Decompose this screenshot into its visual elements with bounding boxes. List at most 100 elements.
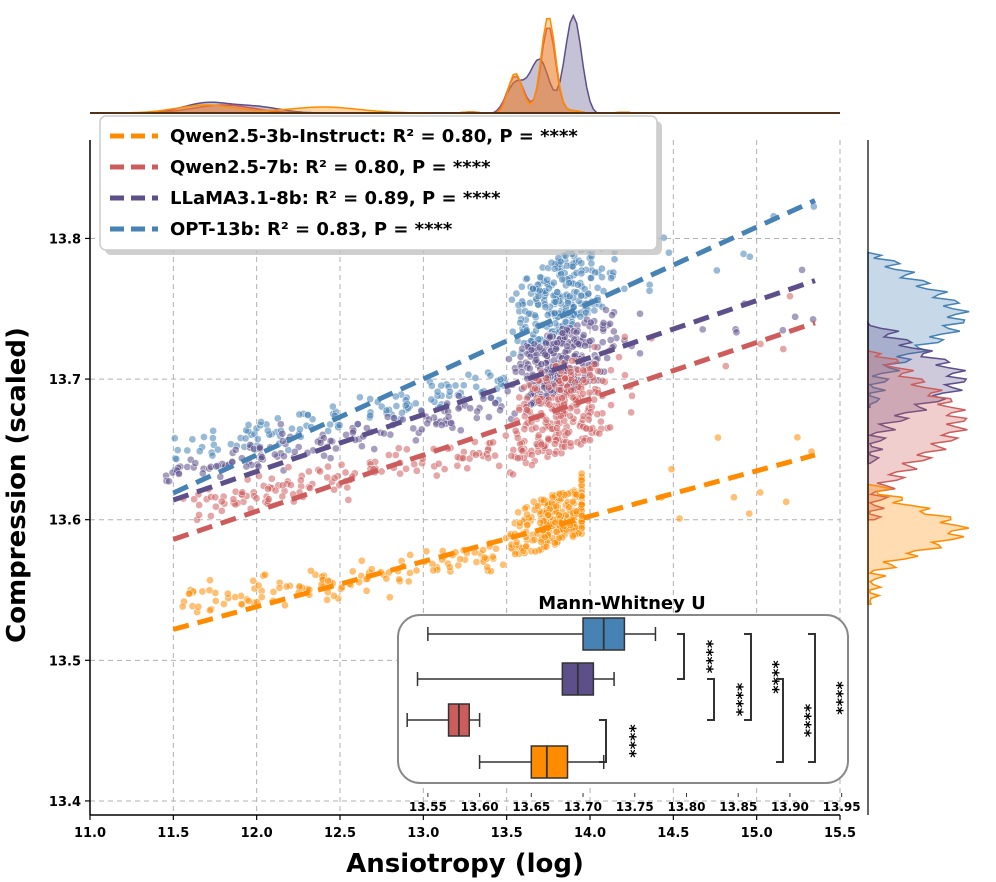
data-point (451, 381, 460, 390)
data-point (517, 282, 526, 291)
data-point (569, 531, 577, 540)
data-point (323, 596, 331, 604)
data-point (543, 311, 552, 319)
data-point (565, 503, 574, 512)
data-point (568, 262, 577, 271)
data-point (546, 332, 555, 341)
data-point (195, 501, 203, 509)
x-tick-label: 11.0 (74, 826, 106, 841)
data-point (483, 563, 492, 571)
data-point (597, 417, 605, 426)
y-tick-labels: 13.4 13.5 13.6 13.7 13.8 (49, 232, 90, 810)
data-point (511, 550, 520, 558)
data-point (398, 409, 406, 417)
data-point (566, 412, 574, 420)
data-point (446, 387, 454, 396)
top-density-#cd5c5c (90, 27, 840, 114)
data-point (306, 484, 314, 492)
data-point (598, 273, 606, 282)
boxplot-Qwen2.5-7b (406, 703, 481, 737)
data-point (573, 407, 581, 415)
data-point (520, 425, 529, 433)
data-point (563, 429, 572, 437)
data-point (486, 394, 495, 402)
data-point (516, 352, 525, 361)
data-point (514, 508, 523, 517)
data-point (513, 433, 522, 442)
data-point (561, 317, 570, 326)
data-point (523, 521, 532, 530)
inset-x-ticks: 13.55 13.60 13.65 13.70 13.75 13.80 13.85 13.90… (409, 793, 861, 814)
data-point (220, 600, 228, 608)
data-point (558, 275, 567, 284)
data-point (528, 450, 536, 459)
data-point (496, 406, 504, 415)
data-point (532, 356, 541, 364)
fit-line-Qwen2.5-7b (172, 320, 816, 542)
data-point (165, 477, 173, 486)
inset-x-tick-label: 13.55 (409, 800, 447, 814)
data-point (343, 483, 352, 492)
data-point (550, 264, 559, 273)
data-point (607, 401, 615, 409)
data-point (297, 476, 305, 485)
data-point (745, 509, 754, 518)
data-point (556, 257, 565, 266)
data-point (556, 386, 565, 394)
data-point (555, 489, 564, 498)
data-point (282, 582, 291, 591)
data-point (207, 512, 215, 520)
data-point (175, 470, 183, 478)
data-point (370, 445, 379, 453)
data-point (565, 292, 574, 301)
data-point (567, 386, 575, 395)
data-point (555, 511, 563, 519)
data-point (401, 401, 410, 410)
legend-label-Qwen2.5-3b-Instruct: Qwen2.5-3b-Instruct: R² = 0.80, P = **** (170, 126, 578, 147)
data-point (586, 371, 595, 379)
data-point (636, 349, 644, 358)
data-point (209, 434, 217, 442)
data-point (558, 394, 566, 402)
data-point (264, 485, 272, 493)
data-point (645, 286, 654, 295)
data-point (565, 279, 573, 287)
data-point (410, 460, 419, 469)
data-point (191, 459, 200, 467)
data-point (544, 434, 553, 443)
legend-label-LLaMA3.1-8b: LLaMA3.1-8b: R² = 0.89, P = **** (170, 188, 501, 209)
data-point (548, 493, 557, 502)
data-point (466, 404, 475, 413)
boxplot-OPT-13b (427, 617, 657, 651)
inset-x-tick-label: 13.60 (461, 800, 499, 814)
data-point (380, 429, 388, 438)
data-point (170, 434, 179, 443)
data-point (531, 384, 539, 393)
data-point (382, 574, 391, 583)
data-point (323, 473, 332, 482)
data-point (316, 467, 324, 476)
x-tick-label: 15.5 (824, 826, 856, 841)
data-point (545, 400, 554, 409)
data-point (591, 268, 599, 277)
data-point (543, 275, 552, 284)
data-point (608, 311, 616, 319)
data-point (495, 462, 503, 470)
data-point (577, 469, 586, 478)
data-point (610, 327, 618, 336)
data-point (188, 435, 197, 444)
inset-x-tick-label: 13.90 (771, 800, 809, 814)
data-point (367, 565, 376, 574)
data-point (389, 414, 398, 422)
data-point (563, 342, 571, 351)
data-point (527, 461, 536, 469)
data-point (434, 459, 443, 468)
data-point (353, 420, 362, 428)
data-point (577, 500, 586, 509)
data-point (472, 558, 481, 566)
data-point (561, 374, 570, 383)
data-point (593, 410, 602, 419)
data-point (552, 345, 561, 353)
significance-label: **** (621, 724, 640, 758)
data-point (211, 493, 220, 502)
